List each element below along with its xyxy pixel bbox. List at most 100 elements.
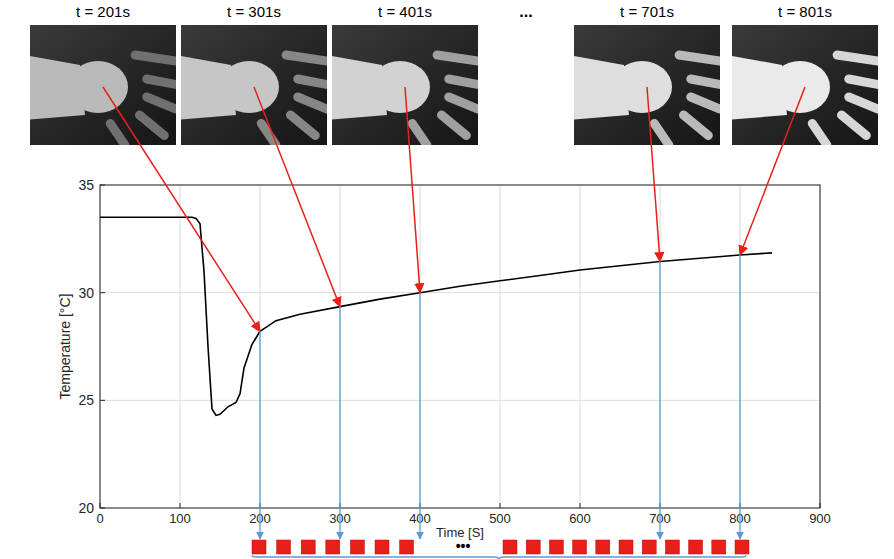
thermal-image [727, 25, 881, 145]
finger [442, 115, 467, 135]
finger [298, 97, 327, 109]
image-content [574, 25, 720, 145]
finger [140, 115, 165, 135]
tick-label: 20 [78, 500, 94, 516]
finger [684, 115, 709, 135]
tick [100, 503, 101, 508]
palm [68, 61, 128, 113]
finger [837, 55, 878, 61]
grid [100, 185, 820, 508]
finger [449, 79, 478, 85]
thermal-image [569, 25, 723, 145]
thermal-image [25, 25, 179, 145]
tick [100, 508, 105, 509]
sample-arrow [739, 255, 740, 539]
finger [849, 97, 878, 109]
thermal-image [327, 25, 481, 145]
frame-label: t = 301s [227, 3, 281, 20]
image-content [181, 25, 327, 145]
bracket [252, 555, 746, 559]
frames-gap: ... [519, 3, 532, 20]
frame-square [665, 540, 679, 554]
grid-line [580, 185, 581, 508]
finger [261, 123, 276, 145]
finger [437, 55, 478, 61]
finger [147, 79, 176, 85]
tick-label: 600 [569, 511, 591, 526]
thermal-images [25, 25, 881, 145]
frame-square [350, 540, 364, 554]
tick-label: 0 [96, 511, 103, 526]
frame-arrow [647, 87, 660, 261]
tick [500, 503, 501, 508]
frame-label: t = 801s [778, 3, 832, 20]
finger [691, 79, 720, 85]
finger [412, 123, 427, 145]
figure: 010020030040050060070080090020253035Time… [0, 0, 894, 559]
tick-label: 35 [78, 177, 94, 193]
palm [770, 61, 830, 113]
frame-arrow [740, 87, 805, 255]
frame-square [301, 540, 315, 554]
finger [691, 97, 720, 109]
frame-arrow [405, 87, 420, 293]
finger [135, 55, 176, 61]
frame-square [549, 540, 563, 554]
grid-line [100, 292, 820, 293]
frame-label: t = 701s [620, 3, 674, 20]
frame-square [596, 540, 610, 554]
palm [219, 61, 279, 113]
finger [110, 123, 125, 145]
finger [291, 115, 316, 135]
sample-arrow [339, 307, 340, 539]
tick [100, 185, 105, 186]
tick-label: 25 [78, 392, 94, 408]
sample-arrow [419, 293, 420, 539]
finger [842, 115, 867, 135]
finger [679, 55, 720, 61]
sequence-gap: ••• [456, 538, 471, 554]
frame-square [277, 540, 291, 554]
finger [812, 123, 827, 145]
tick [100, 292, 105, 293]
frame-square [526, 540, 540, 554]
palm [370, 61, 430, 113]
frame-square [689, 540, 703, 554]
frame-square [400, 540, 414, 554]
sample-arrow [659, 261, 660, 539]
finger [298, 79, 327, 85]
tick [100, 400, 105, 401]
image-content [332, 25, 478, 145]
image-content [30, 25, 176, 145]
tick [820, 503, 821, 508]
frame-square [252, 540, 266, 554]
tick-label: 30 [78, 285, 94, 301]
tick [180, 503, 181, 508]
plot-frame [100, 185, 820, 508]
tick [580, 503, 581, 508]
frame-arrow [103, 87, 260, 331]
finger [654, 123, 669, 145]
tick-label: 100 [169, 511, 191, 526]
axes: 010020030040050060070080090020253035Time… [57, 177, 831, 540]
finger [147, 97, 176, 109]
grid-line [500, 185, 501, 508]
finger [449, 97, 478, 109]
tick-label: 500 [489, 511, 511, 526]
thermal-image [176, 25, 330, 145]
frame-square [735, 540, 749, 554]
grid-line [100, 400, 820, 401]
frame-label: t = 201s [76, 3, 130, 20]
frame-square [619, 540, 633, 554]
frame-square [573, 540, 587, 554]
sample-arrow [259, 331, 260, 539]
data [100, 217, 772, 415]
frame-arrow [254, 87, 340, 307]
frame-square [375, 540, 389, 554]
finger [849, 79, 878, 85]
finger [286, 55, 327, 61]
image-content [732, 25, 878, 145]
frame-square [503, 540, 517, 554]
axis-title: Temperature [°C] [57, 294, 73, 400]
palm [612, 61, 672, 113]
